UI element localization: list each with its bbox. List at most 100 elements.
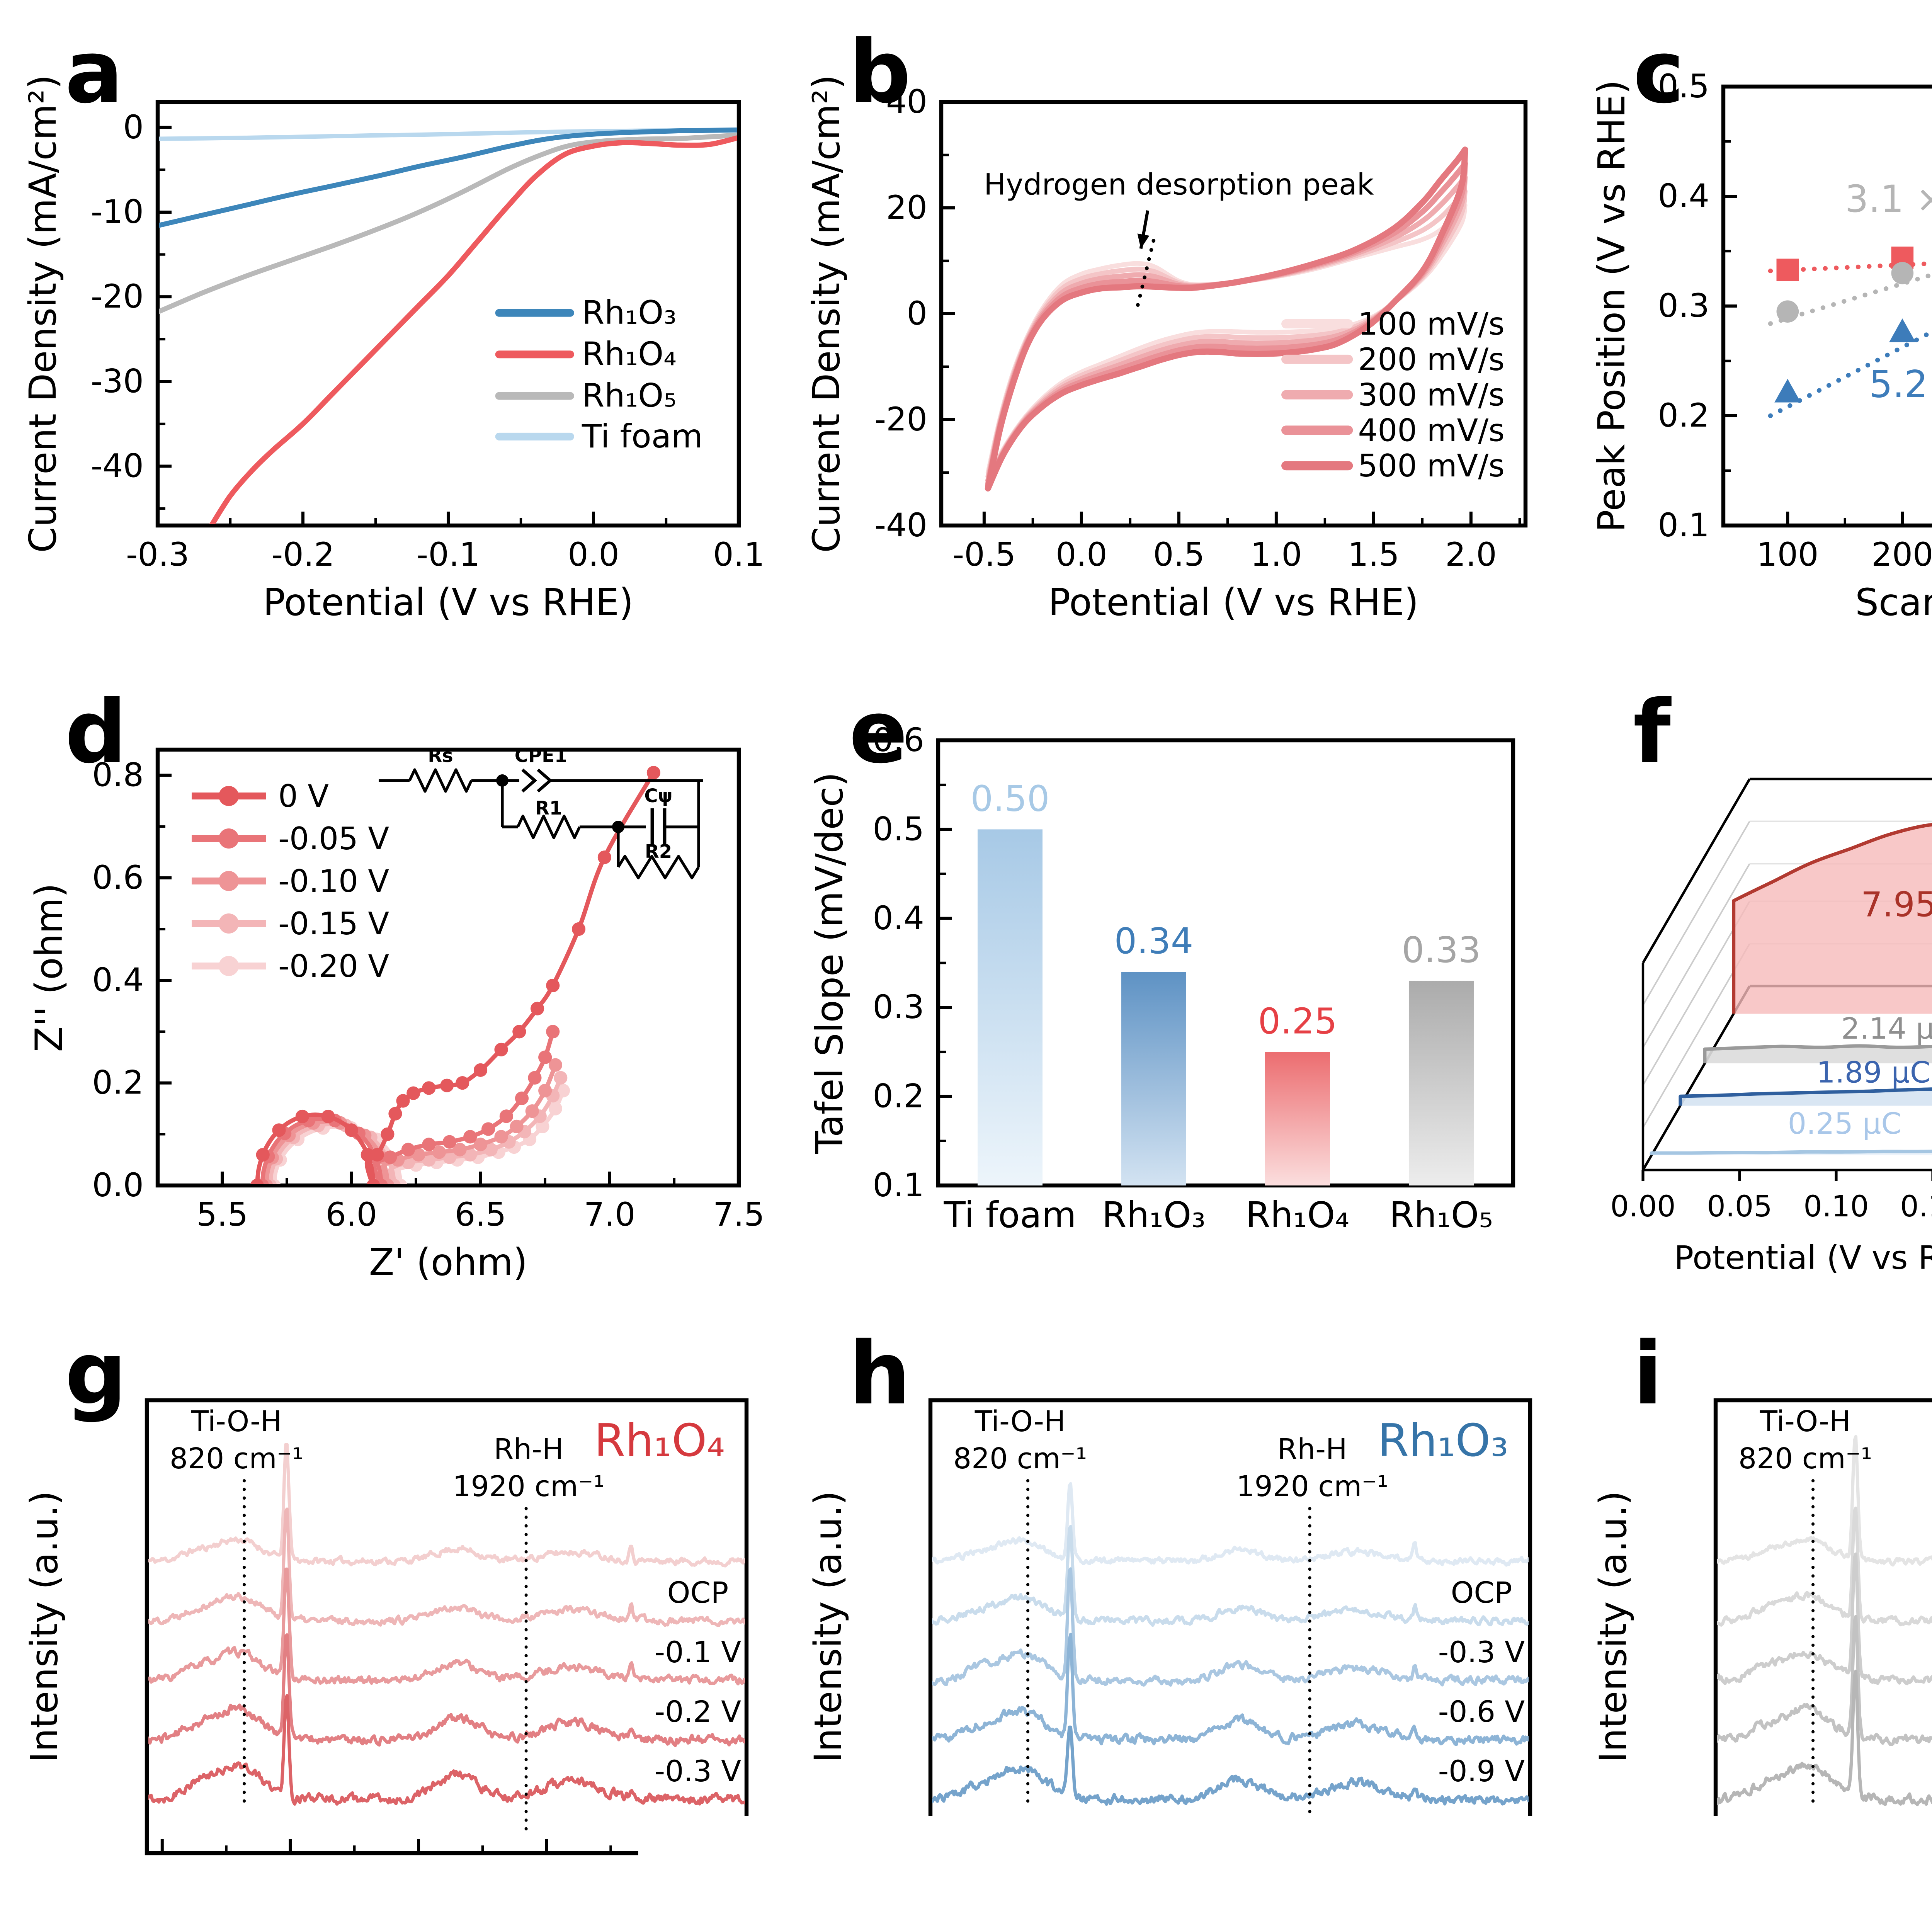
annotation-1920: 1920 cm⁻¹	[453, 1469, 605, 1502]
legend-marker	[219, 871, 239, 891]
y-tick-label: -10	[91, 193, 144, 231]
circuit-label-r2: R2	[645, 841, 672, 862]
data-point	[463, 1130, 477, 1143]
y-tick-label: 20	[886, 189, 928, 226]
x-tick-label: 2500	[1418, 1862, 1500, 1900]
legend-label: 0 V	[278, 778, 329, 814]
x-tick-label: 1000	[1033, 1862, 1116, 1900]
slope-label: 3.1 × 10⁻⁴	[1844, 177, 1932, 221]
annotation-tioh: Ti-O-H	[975, 1404, 1066, 1437]
panel-letter-c: c	[1633, 31, 1684, 117]
resistor	[410, 770, 471, 791]
x-tick-label: 0.00	[1610, 1189, 1675, 1223]
x-tick-label: -0.1	[417, 536, 480, 573]
trace-label: -0.1 V	[655, 1634, 741, 1668]
x-axis-title: Scan rate (mV/s)	[1854, 581, 1932, 624]
circuit-label-rs: Rs	[428, 745, 453, 767]
axes: 1002003004005000.10.20.30.40.5Scan rate …	[1589, 67, 1932, 624]
legend-label: Rh₁O₅	[582, 377, 677, 415]
x-tick-label: 2000	[505, 1862, 588, 1900]
panel-letter-b: b	[849, 31, 911, 117]
data-point	[381, 1128, 394, 1141]
trace-label: -0.9 V	[1439, 1753, 1525, 1787]
y-axis-title: Peak Position (V vs RHE)	[1589, 80, 1633, 532]
legend-label: 500 mV/s	[1359, 448, 1505, 484]
x-axis-title: Potential (V vs RHE)	[263, 581, 634, 624]
data-point	[422, 1138, 435, 1151]
data-point	[546, 979, 560, 992]
legend-label: Rh₁O₃	[582, 294, 677, 332]
cpe-glyph	[522, 770, 535, 791]
x-axis-title: Z' (ohm)	[369, 1241, 528, 1284]
y-tick-label: 0.0	[92, 1166, 144, 1204]
x-tick-label: 1000	[1817, 1862, 1900, 1900]
ticks	[939, 740, 952, 1185]
panel-i: i 5001000150020002500Raman Shift (cm⁻¹)I…	[1568, 1319, 1932, 1932]
annotation-text: Hydrogen desorption peak	[984, 167, 1374, 202]
x-tick-label: 500	[131, 1862, 193, 1900]
panel-letter-h: h	[849, 1332, 911, 1418]
data-point	[383, 1150, 397, 1164]
data-point	[406, 1087, 420, 1100]
data-point	[554, 1071, 567, 1085]
trace-label: -1.2 V	[1439, 1813, 1525, 1847]
marker-square	[1776, 259, 1798, 281]
x-tick-label: 500	[915, 1862, 977, 1900]
panel-letter-g: g	[65, 1332, 127, 1418]
data-point	[481, 1122, 495, 1136]
x-tick-label: 200	[1871, 536, 1932, 573]
legend-marker	[219, 956, 239, 976]
circuit-label-c: Cψ	[644, 785, 672, 807]
ticks	[1723, 87, 1932, 526]
bar-category-label: Ti foam	[944, 1194, 1077, 1236]
marker-circle	[1776, 300, 1798, 323]
y-axis-title: Z'' (ohm)	[27, 883, 71, 1052]
trace-label: OCP	[667, 1575, 729, 1609]
y-tick-label: 0.2	[873, 1077, 925, 1115]
y-tick-label: 0.4	[92, 961, 144, 999]
series-group: 5.2 × 10⁻⁴4.8 × 10⁻⁵3.1 × 10⁻⁴	[1770, 153, 1932, 416]
bar-Rh₁O₄	[1265, 1052, 1330, 1185]
bar-value-label: 0.33	[1402, 929, 1481, 971]
annotation-tioh: Ti-O-H	[191, 1404, 282, 1437]
data-point	[443, 1135, 456, 1149]
annotation-820: 820 cm⁻¹	[1738, 1441, 1871, 1475]
bar-category-label: Rh₁O₅	[1390, 1194, 1493, 1236]
panel-b: b -0.5 0.0 0.5 1.0 1.5 2.0 -40 -20 0 20 40 Potentia…	[784, 0, 1568, 660]
data-point	[500, 1109, 513, 1123]
bar-Rh₁O₃	[1122, 972, 1187, 1185]
trace-label: -0.3 V	[1439, 1634, 1525, 1668]
y-tick-label: 0.1	[873, 1166, 925, 1204]
trace-label: -0.3 V	[655, 1753, 741, 1787]
panel-title: Rh₁O₃	[1378, 1414, 1509, 1466]
y-tick-label: 0.2	[1657, 396, 1709, 434]
y-tick-label: 0.1	[1657, 506, 1709, 544]
y-tick-label: 0	[907, 294, 928, 332]
slope-label: 5.2 × 10⁻⁴	[1868, 363, 1932, 406]
annotation-820: 820 cm⁻¹	[170, 1441, 303, 1475]
legend-label: Ti foam	[582, 417, 703, 455]
x-tick-label: 1.5	[1348, 536, 1400, 573]
data-point	[440, 1079, 454, 1092]
raman-trace--0.5 V	[1716, 1553, 1932, 1684]
x-tick-label: 0.1	[713, 536, 765, 573]
data-point	[256, 1148, 270, 1162]
x-tick-label: 1500	[1161, 1862, 1244, 1900]
panel-f: f 7.95 μCRh₁O₄2.14 μCRh₁O₅1.89 μCRh₁O₃0.…	[1568, 660, 1932, 1320]
raman-trace-OCP	[931, 1483, 1530, 1564]
data-point	[528, 1071, 541, 1085]
ticks	[1730, 1838, 1932, 1852]
bar-value-label: 0.34	[1115, 920, 1194, 962]
x-tick-label: 2000	[1289, 1862, 1372, 1900]
panel-c-chart: 1002003004005000.10.20.30.40.5Scan rate …	[1568, 0, 1932, 660]
data-point	[572, 922, 585, 936]
y-axis-title: Current Density (mA/cm²)	[21, 75, 65, 553]
x-tick-label: 1500	[377, 1862, 460, 1900]
x-tick-label: 2500	[633, 1862, 716, 1900]
annotation-rhh: Rh-H	[1278, 1432, 1348, 1465]
x-tick-label: -0.3	[126, 536, 189, 573]
annotations: Ti-O-H820 cm⁻¹Rh-H1920 cm⁻¹Rh₁O₅	[1738, 1404, 1932, 1829]
traces-group	[1716, 1436, 1932, 1804]
y-axis-title: Current Density (mA/cm²)	[805, 75, 849, 553]
y-axis-title: Intensity (a.u.)	[23, 1490, 66, 1762]
